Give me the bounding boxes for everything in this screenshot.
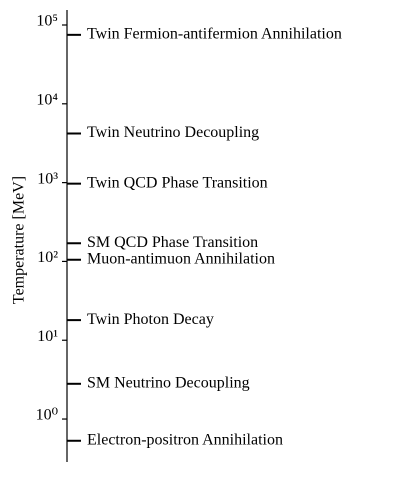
event-label: Muon-antimuon Annihilation [87,250,275,267]
y-tick-label: 10³ [37,170,58,187]
y-axis-label: Temperature [MeV] [11,176,28,304]
event-label: Twin Photon Decay [87,311,214,328]
event-label: SM QCD Phase Transition [87,234,258,251]
y-tick-label: 10⁰ [36,407,58,424]
y-tick-label: 10¹ [37,328,58,345]
event-label: SM Neutrino Decoupling [87,374,250,391]
event-label: Twin Fermion-antifermion Annihilation [87,26,342,43]
y-tick-label: 10² [37,249,58,266]
y-tick-label: 10⁴ [36,91,58,108]
y-tick-label: 10⁵ [36,13,58,30]
event-label: Twin QCD Phase Transition [87,174,268,191]
event-label: Electron-positron Annihilation [87,431,283,448]
event-label: Twin Neutrino Decoupling [87,124,259,141]
